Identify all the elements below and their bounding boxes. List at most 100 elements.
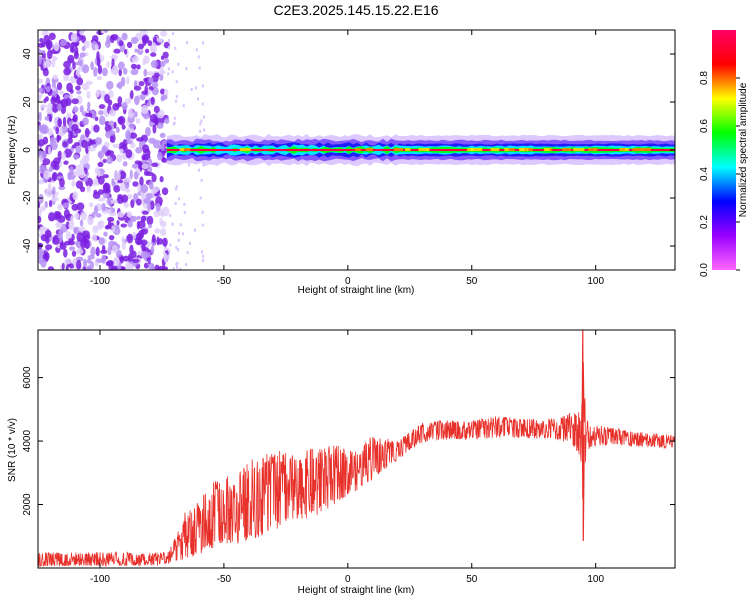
noise-cell [76,77,84,86]
noise-cell [97,189,105,195]
noise-cell [71,250,77,257]
noise-cell [153,105,160,114]
noise-cell [135,147,143,154]
noise-cell [76,259,82,270]
noise-cell [117,179,124,184]
noise-cell [79,105,84,113]
noise-cell [118,171,127,180]
noise-cell [50,141,58,151]
noise-cell [101,67,108,77]
noise-cell [57,204,63,211]
noise-cell [87,215,94,225]
noise-cell [38,133,43,141]
noise-cell [62,202,69,209]
noise-cell [125,130,131,140]
noise-cell [126,176,132,183]
noise-cell [148,262,155,270]
noise-cell [73,128,82,134]
noise-cell [148,223,152,229]
noise-cell [63,60,71,69]
noise-cell [52,237,60,245]
colorbar-tick-label: 0.8 [699,71,710,85]
noise-cell [138,80,145,87]
noise-cell [154,117,159,126]
y-tick-label: 4000 [22,430,33,453]
noise-cell [72,257,77,267]
x-tick-label: -50 [217,574,232,585]
noise-cell [72,154,80,160]
noise-cell [147,158,153,167]
noise-cell [171,70,174,74]
noise-cell [121,32,128,41]
noise-cell [116,219,120,226]
noise-cell [58,127,63,136]
snr-spike [581,330,585,542]
noise-cell [72,106,79,113]
noise-cell [176,265,179,269]
noise-cell [128,123,136,129]
noise-cell [45,244,53,250]
noise-cell [156,151,163,161]
noise-cell [74,212,80,220]
noise-cell [86,90,91,99]
noise-cell [139,176,144,187]
noise-cell [75,85,81,91]
noise-cell [147,71,154,76]
noise-cell [164,58,170,64]
noise-cell [141,244,147,252]
noise-cell [48,115,53,123]
noise-cell [199,122,202,126]
noise-cell [199,196,202,200]
y-tick-label: 0 [22,147,33,153]
noise-cell [103,231,108,237]
signal-patch [640,148,651,152]
x-tick-label: 50 [466,574,478,585]
signal-patch [393,148,404,152]
noise-cell [107,216,115,222]
noise-cell [52,74,58,80]
noise-cell [133,171,139,180]
noise-cell [117,115,126,126]
x-tick-label: 50 [466,276,478,287]
noise-cell [161,94,168,100]
noise-cell [43,60,47,69]
signal-patch [573,148,585,152]
signal-patch [490,148,500,152]
noise-cell [39,37,44,43]
noise-cell [161,187,169,196]
noise-cell [62,116,67,127]
noise-cell [88,147,96,152]
noise-cell [81,82,90,91]
signal-patch [239,148,251,152]
noise-cell [201,84,204,88]
noise-cell [136,64,141,70]
x-tick-label: 0 [345,276,351,287]
noise-cell [161,157,168,163]
noise-cell [194,86,197,90]
noise-cell [175,245,178,249]
noise-cell [155,202,161,212]
noise-cell [38,50,46,55]
colorbar-tick-label: 0.6 [699,119,710,133]
signal-patch [365,148,373,152]
noise-cell [122,255,130,262]
noise-cell [177,238,180,242]
noise-cell [93,124,100,133]
noise-cell [42,68,49,77]
x-tick-label: -100 [90,574,110,585]
noise-cell [143,68,148,77]
noise-cell [154,228,161,234]
noise-cell [38,179,45,185]
noise-cell [117,211,125,218]
noise-cell [142,144,150,154]
noise-cell [139,94,146,101]
noise-cell [56,82,63,91]
noise-cell [81,139,87,149]
noise-cell [38,248,45,257]
noise-cell [65,231,72,241]
snr-y-ticks: 2000 4000 6000 [22,366,675,516]
snr-x-label: Height of straight line (km) [298,585,415,596]
noise-cell [115,126,120,134]
noise-cell [151,173,157,183]
snr-frame [37,329,676,569]
